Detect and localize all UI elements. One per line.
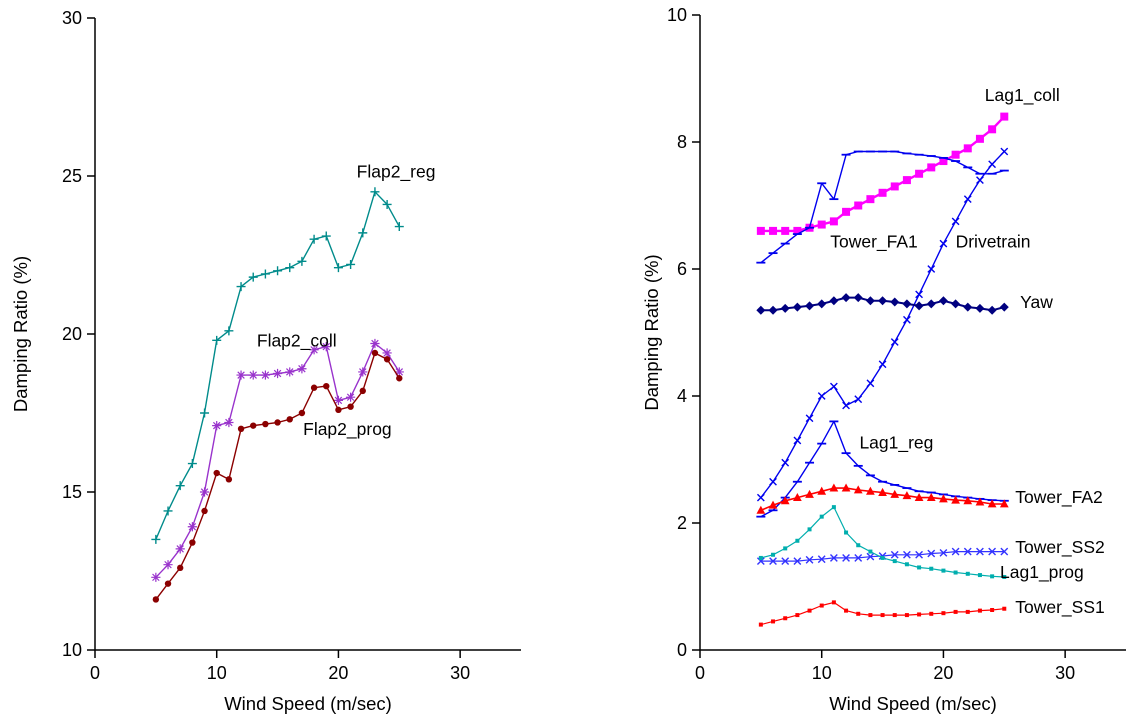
y-axis-title: Damping Ratio (%)	[641, 254, 662, 410]
y-tick-label: 8	[677, 132, 687, 152]
annotation-Tower_FA1: Tower_FA1	[830, 232, 918, 253]
annotation-Yaw: Yaw	[1020, 292, 1053, 312]
series-Drivetrain-markers	[756, 147, 1009, 502]
series-Tower_FA2-markers	[756, 483, 1009, 514]
series-Flap2_coll-markers	[151, 338, 404, 582]
y-tick-label: 30	[62, 8, 82, 28]
annotation-Tower_SS1: Tower_SS1	[1015, 597, 1105, 618]
left-chart-flap-modes: 10 15 20 25 30 0 10 20 30 Wind Speed (m/sec) Dampi…	[10, 8, 521, 714]
y-tick-label: 6	[677, 259, 687, 279]
annotation-Drivetrain: Drivetrain	[956, 232, 1031, 252]
y-tick-label: 10	[62, 640, 82, 660]
annotation-Tower_SS2: Tower_SS2	[1015, 537, 1105, 558]
x-tick-label: 10	[812, 663, 832, 683]
right-chart-other-modes: 0 2 4 6 8 10 0 10 20 30 Wind Speed (m/sec) Damping …	[641, 5, 1126, 714]
x-axis-ticks: 0 10 20 30	[90, 650, 470, 683]
y-tick-label: 15	[62, 482, 82, 502]
y-axis-ticks: 0 2 4 6 8 10	[667, 5, 700, 660]
series-Lag1_coll-markers	[756, 112, 1009, 235]
series-Yaw-markers	[756, 293, 1009, 315]
y-tick-label: 0	[677, 640, 687, 660]
series-Lag1_prog-markers	[758, 505, 1007, 579]
series-Tower_FA1-markers	[756, 150, 1009, 264]
series-Flap2_reg-markers	[151, 187, 404, 544]
annotation-Flap2_reg: Flap2_reg	[357, 161, 436, 182]
series-Flap2_prog-markers	[152, 349, 403, 603]
series-Flap2_reg-line	[155, 191, 400, 541]
annotation-Lag1_reg: Lag1_reg	[859, 432, 933, 453]
y-tick-label: 25	[62, 166, 82, 186]
x-tick-label: 30	[450, 663, 470, 683]
x-axis-title: Wind Speed (m/sec)	[829, 693, 997, 714]
annotation-Flap2_prog: Flap2_prog	[303, 419, 392, 440]
annotation-Lag1_coll: Lag1_coll	[985, 85, 1060, 106]
x-tick-label: 0	[695, 663, 705, 683]
x-axis-ticks: 0 10 20 30	[695, 650, 1075, 683]
x-tick-label: 0	[90, 663, 100, 683]
x-tick-label: 30	[1055, 663, 1075, 683]
y-axis-ticks: 10 15 20 25 30	[62, 8, 95, 660]
annotation-Flap2_coll: Flap2_coll	[257, 330, 337, 351]
x-tick-label: 10	[207, 663, 227, 683]
series-Lag1_coll-line	[759, 115, 1006, 233]
x-tick-label: 20	[933, 663, 953, 683]
series-Tower_SS1-markers	[758, 600, 1007, 627]
x-axis-title: Wind Speed (m/sec)	[224, 693, 392, 714]
y-tick-label: 20	[62, 324, 82, 344]
y-axis-title: Damping Ratio (%)	[10, 256, 31, 412]
x-tick-label: 20	[328, 663, 348, 683]
annotation-Lag1_prog: Lag1_prog	[1000, 562, 1084, 583]
annotation-Tower_FA2: Tower_FA2	[1015, 487, 1103, 508]
y-tick-label: 2	[677, 513, 687, 533]
y-tick-label: 10	[667, 5, 687, 25]
y-tick-label: 4	[677, 386, 687, 406]
